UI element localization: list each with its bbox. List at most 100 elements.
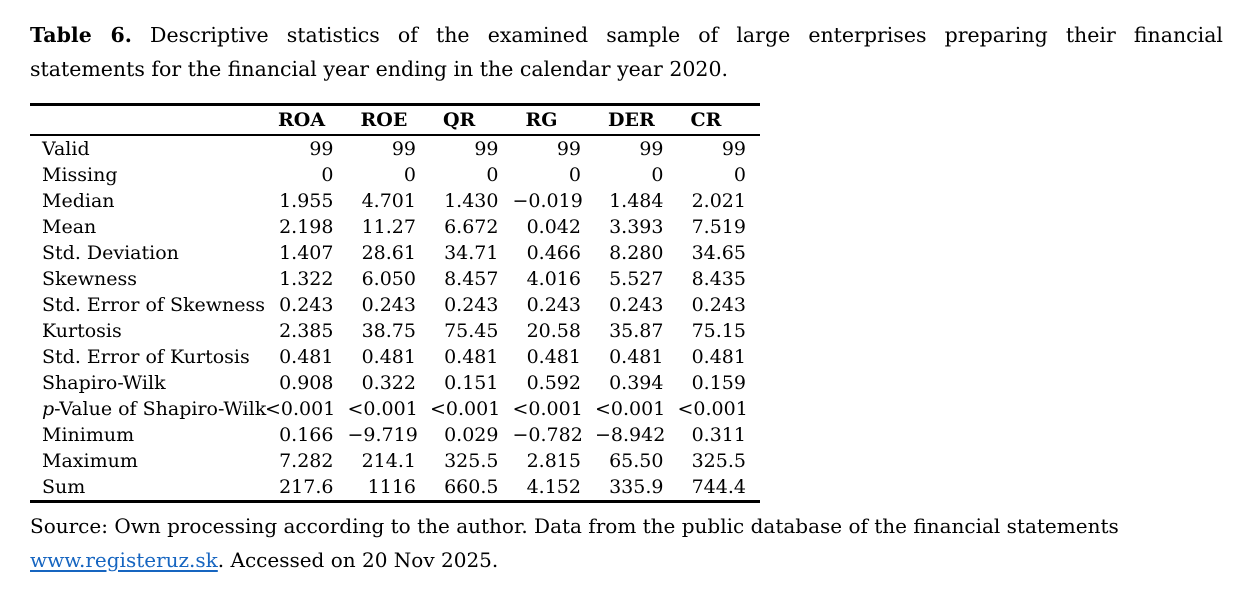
table-cell: <0.001 (512, 397, 583, 420)
table-cell: 325.5 (691, 449, 746, 472)
table-cell: 0.394 (609, 371, 664, 394)
row-label: Sum (42, 475, 86, 498)
table-cell: 99 (721, 137, 746, 160)
table-cell: 0.029 (444, 423, 499, 446)
table-cell: 34.71 (444, 241, 499, 264)
source-note: Source: Own processing according to the … (30, 509, 1223, 577)
caption-table-number: Table 6. (30, 23, 132, 47)
registeruz-link[interactable]: www.registeruz.sk (30, 547, 218, 572)
table-cell: 28.61 (361, 241, 416, 264)
table-cell: <0.001 (595, 397, 666, 420)
descriptive-statistics-table: ROA ROE QR RG DER CR Valid 99 99 99 99 99 99 Missing… (30, 103, 760, 503)
table-cell: 0.481 (361, 345, 416, 368)
table-cell: 0.243 (609, 293, 664, 316)
table-cell: 0 (651, 163, 664, 186)
table-cell: 75.45 (444, 319, 499, 342)
row-label: Median (42, 189, 115, 212)
table-row: Valid 99 99 99 99 99 99 (30, 135, 760, 162)
caption-text: Descriptive statistics of the examined s… (150, 23, 1223, 47)
header-cell-roa: ROA (265, 104, 348, 136)
table-row: Minimum 0.166 −9.719 0.029 −0.782 −8.942 0.311 (30, 422, 760, 448)
table-cell: 0.243 (526, 293, 581, 316)
table-cell: 0.908 (279, 371, 334, 394)
table-cell: <0.001 (430, 397, 501, 420)
row-label: p-Value of Shapiro-Wilk (30, 396, 267, 422)
row-label: Maximum (42, 449, 138, 472)
table-cell: −8.942 (595, 423, 666, 446)
table-row: Skewness 1.322 6.050 8.457 4.016 5.527 8.435 (30, 266, 760, 292)
table-row: Std. Deviation 1.407 28.61 34.71 0.466 8.280 3… (30, 240, 760, 266)
table-cell: 744.4 (691, 475, 746, 498)
table-cell: 0.166 (279, 423, 334, 446)
table-cell: 6.672 (444, 215, 499, 238)
table-cell: 7.519 (691, 215, 746, 238)
table-cell: <0.001 (265, 397, 336, 420)
row-label-part: -Value of Shapiro-Wilk (54, 397, 267, 420)
table-cell: 0.481 (279, 345, 334, 368)
table-cell: 4.016 (526, 267, 581, 290)
row-label: Std. Deviation (42, 241, 179, 264)
header-cell-rg: RG (512, 104, 595, 136)
table-cell: 99 (474, 137, 499, 160)
table-caption: Table 6. Descriptive statistics of the e… (30, 18, 1223, 86)
header-cell-der: DER (595, 104, 678, 136)
row-label: Valid (42, 137, 90, 160)
table-cell: 1.322 (279, 267, 334, 290)
table-cell: 0.481 (444, 345, 499, 368)
table-cell: <0.001 (677, 397, 748, 420)
table-cell: 0.243 (361, 293, 416, 316)
row-label: Kurtosis (42, 319, 122, 342)
table-cell: 6.050 (361, 267, 416, 290)
row-label: Skewness (42, 267, 138, 290)
row-label: Mean (42, 215, 97, 238)
table-cell: 7.282 (279, 449, 334, 472)
table-row: Kurtosis 2.385 38.75 75.45 20.58 35.87 75.15 (30, 318, 760, 344)
table-cell: 0.592 (526, 371, 581, 394)
table-row: Shapiro-Wilk 0.908 0.322 0.151 0.592 0.394 0.1… (30, 370, 760, 396)
header-cell-empty (30, 104, 265, 136)
table-cell: 75.15 (691, 319, 746, 342)
table-cell: 1.484 (609, 189, 664, 212)
table-cell: 0.042 (526, 215, 581, 238)
table-cell: 4.152 (526, 475, 581, 498)
table-cell: 11.27 (361, 215, 416, 238)
source-line-2-rest: . Accessed on 20 Nov 2025. (217, 547, 499, 572)
row-label: Shapiro-Wilk (42, 371, 166, 394)
table-cell: 1.955 (279, 189, 334, 212)
header-cell-roe: ROE (347, 104, 430, 136)
caption-line-2: statements for the financial year ending… (30, 57, 729, 81)
table-header: ROA ROE QR RG DER CR (30, 104, 760, 136)
table-cell: 99 (391, 137, 416, 160)
table-cell: −9.719 (347, 423, 418, 446)
table-cell: 35.87 (609, 319, 664, 342)
table-cell: 335.9 (609, 475, 664, 498)
table-cell: 0.243 (444, 293, 499, 316)
row-label: Minimum (42, 423, 135, 446)
table-cell: 2.021 (691, 189, 746, 212)
table-row: Mean 2.198 11.27 6.672 0.042 3.393 7.519 (30, 214, 760, 240)
table-cell: −0.019 (512, 189, 583, 212)
row-label-italic-part: p (42, 397, 55, 420)
table-cell: 0.311 (691, 423, 746, 446)
table-cell: 1.407 (279, 241, 334, 264)
table-cell: 3.393 (609, 215, 664, 238)
table-cell: <0.001 (347, 397, 418, 420)
table-cell: 4.701 (361, 189, 416, 212)
table-cell: 8.435 (691, 267, 746, 290)
table-cell: 0 (321, 163, 334, 186)
table-row: p-Value of Shapiro-Wilk <0.001 <0.001 <0.00… (30, 396, 760, 422)
table-cell: 38.75 (361, 319, 416, 342)
table-cell: 0.243 (691, 293, 746, 316)
table-cell: 0.322 (361, 371, 416, 394)
table-cell: 0.481 (691, 345, 746, 368)
header-cell-qr: QR (430, 104, 513, 136)
table-cell: 660.5 (444, 475, 499, 498)
table-cell: −0.782 (512, 423, 583, 446)
table-cell: 1116 (367, 475, 416, 498)
table-row: Sum 217.6 1116 660.5 4.152 335.9 744.4 (30, 474, 760, 502)
table-cell: 2.385 (279, 319, 334, 342)
source-line-1: Source: Own processing according to the … (30, 513, 1119, 538)
table-header-row: ROA ROE QR RG DER CR (30, 104, 760, 136)
table-cell: 325.5 (444, 449, 499, 472)
table-cell: 0.159 (691, 371, 746, 394)
